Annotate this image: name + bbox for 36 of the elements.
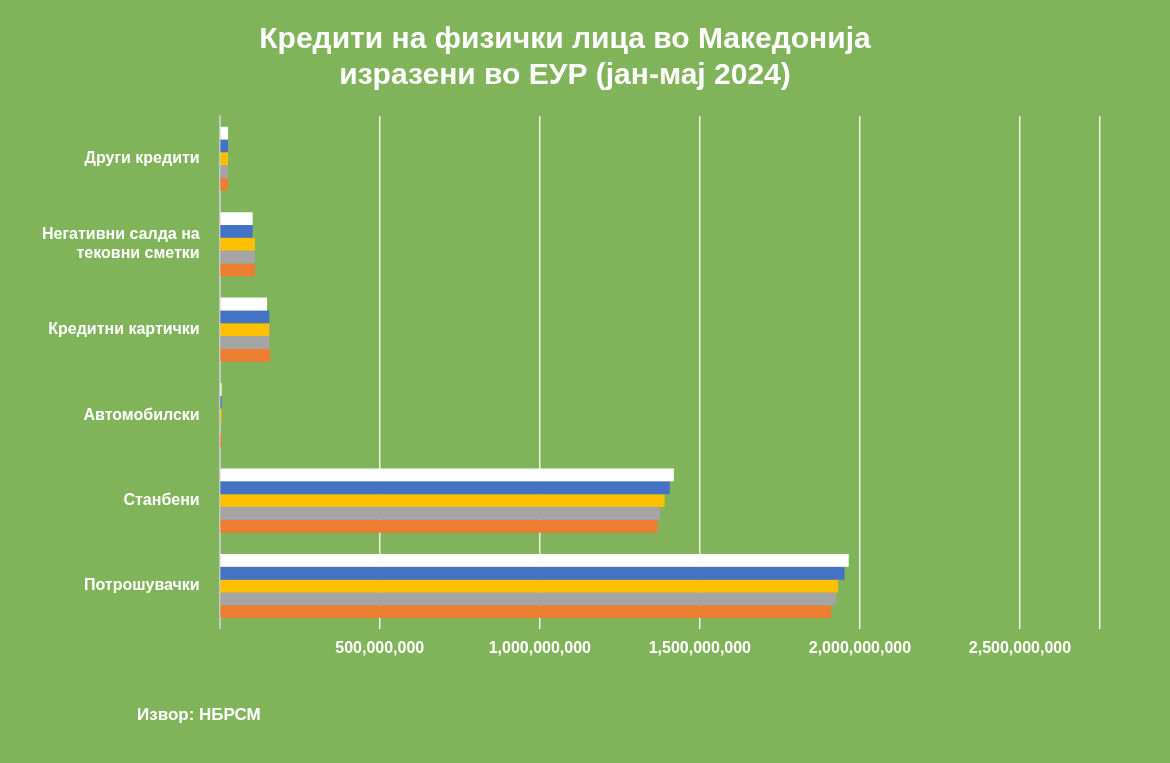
bar <box>220 224 253 238</box>
y-tick-label: Автомобилски <box>83 405 200 423</box>
bar <box>220 323 270 337</box>
bar <box>220 336 270 349</box>
bar <box>220 310 270 324</box>
y-tick-label: Станбени <box>123 491 200 509</box>
x-tick-label: 2,000,000,000 <box>808 638 912 656</box>
y-tick-label: Негативни салда на тековни сметки <box>42 225 200 262</box>
y-tick-label: Потрошувачки <box>83 576 200 594</box>
x-tick-label: 500,000,000 <box>335 638 425 656</box>
bar <box>220 126 229 140</box>
y-tick-label: Кредитни картички <box>48 320 200 338</box>
bar <box>220 507 661 520</box>
chart-title: Кредити на физички лица во Македонија изразени во ЕУР (јан-мај 2024) <box>259 21 872 91</box>
bar <box>220 566 845 580</box>
bar <box>220 177 229 191</box>
bar <box>220 139 229 153</box>
bar <box>220 152 229 166</box>
bar <box>220 250 255 264</box>
bar <box>220 297 268 311</box>
x-tick-label: 1,000,000,000 <box>488 638 592 656</box>
bar <box>220 481 670 495</box>
bar <box>220 605 832 619</box>
y-tick-label: Други кредити <box>84 149 200 167</box>
bar <box>220 494 665 508</box>
bar <box>220 212 253 225</box>
bar <box>220 348 271 362</box>
bar <box>220 165 229 178</box>
x-tick-label: 1,500,000,000 <box>648 638 752 656</box>
bar <box>220 519 658 533</box>
bar <box>220 592 837 606</box>
x-tick-label: 2,500,000,000 <box>968 638 1072 656</box>
text: Извор: НБРСМ <box>137 705 261 725</box>
bar <box>220 579 839 593</box>
bar <box>220 237 255 251</box>
bar <box>220 263 255 277</box>
